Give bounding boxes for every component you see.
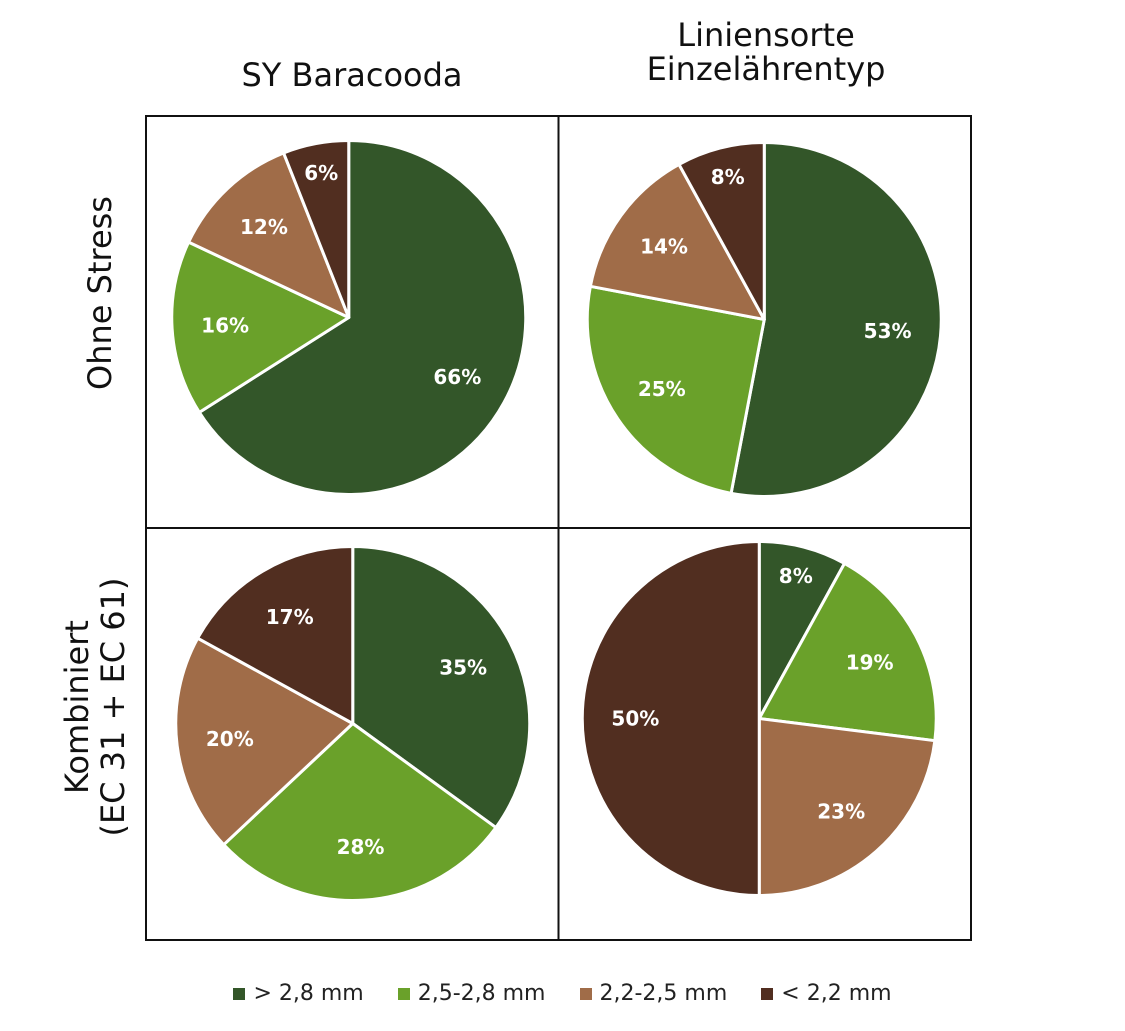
pie-sy-baracooda-ohne-stress: 66% 16% 12% 6% xyxy=(170,139,528,496)
legend-item-lt-2-2: < 2,2 mm xyxy=(761,981,892,1006)
legend: > 2,8 mm 2,5-2,8 mm 2,2-2,5 mm < 2,2 mm xyxy=(0,981,1125,1006)
legend-swatch xyxy=(579,987,592,1000)
pie-data-label: 6% xyxy=(304,161,338,185)
legend-item-gt-2-8: > 2,8 mm xyxy=(233,981,364,1006)
legend-label: < 2,2 mm xyxy=(781,981,892,1006)
pie-data-label: 28% xyxy=(337,835,385,859)
legend-label: 2,5-2,8 mm xyxy=(417,981,546,1006)
pie-liniensorte-kombiniert: 8% 19% 23% 50% xyxy=(580,540,938,897)
pie-slice-2-5-2-8 xyxy=(757,561,938,743)
legend-item-2-2-2-5: 2,2-2,5 mm xyxy=(579,981,728,1006)
pie-data-label: 17% xyxy=(266,605,314,629)
pie-slice-2-2-2-5 xyxy=(588,162,766,321)
row-title-ohne-stress: Ohne Stress xyxy=(81,196,119,390)
pie-grid: 66% 16% 12% 6% 53% 25% 14% 8% 35% 28% 20% 17% 8% 19% 2… xyxy=(145,115,972,941)
pie-slice-gt-2-8 xyxy=(197,139,528,496)
legend-swatch xyxy=(397,987,410,1000)
pie-data-label: 50% xyxy=(611,707,659,731)
row-title-kombiniert: Kombiniert (EC 31 + EC 61) xyxy=(58,577,132,837)
pie-slice-gt-2-8 xyxy=(757,540,847,720)
pie-data-label: 16% xyxy=(201,313,249,337)
pie-slice-lt-2-2 xyxy=(677,141,766,321)
pie-data-label: 19% xyxy=(846,650,894,674)
legend-label: 2,2-2,5 mm xyxy=(599,981,728,1006)
pie-slice-2-5-2-8 xyxy=(585,284,766,495)
pie-data-label: 23% xyxy=(817,799,865,823)
pie-slice-2-5-2-8 xyxy=(222,722,498,902)
pie-data-label: 66% xyxy=(433,365,481,389)
pie-slice-lt-2-2 xyxy=(196,545,355,725)
legend-swatch xyxy=(761,987,774,1000)
pie-slice-lt-2-2 xyxy=(282,139,351,319)
pie-slice-2-2-2-5 xyxy=(174,636,355,847)
column-title-sy-baracooda: SY Baracooda xyxy=(241,56,463,94)
pie-data-label: 25% xyxy=(638,377,686,401)
pie-grid-svg: 66% 16% 12% 6% 53% 25% 14% 8% 35% 28% 20% 17% 8% 19% 2… xyxy=(145,115,972,941)
pie-slice-gt-2-8 xyxy=(351,545,532,830)
pie-slice-2-2-2-5 xyxy=(757,717,937,897)
pie-slice-gt-2-8 xyxy=(729,141,943,498)
pie-data-label: 35% xyxy=(439,655,487,679)
pie-data-label: 14% xyxy=(640,235,688,259)
legend-swatch xyxy=(233,987,246,1000)
pie-slice-2-2-2-5 xyxy=(187,151,351,319)
pie-sy-baracooda-kombiniert: 35% 28% 20% 17% xyxy=(174,545,532,902)
pie-data-label: 53% xyxy=(864,319,912,343)
pie-data-label: 8% xyxy=(779,564,813,588)
legend-item-2-5-2-8: 2,5-2,8 mm xyxy=(397,981,546,1006)
pie-slice-lt-2-2 xyxy=(580,540,761,897)
legend-label: > 2,8 mm xyxy=(253,981,364,1006)
pie-data-label: 20% xyxy=(206,727,254,751)
pie-slice-2-5-2-8 xyxy=(170,240,351,414)
pie-liniensorte-ohne-stress: 53% 25% 14% 8% xyxy=(585,141,943,498)
column-title-liniensorte: Liniensorte Einzelährentyp xyxy=(646,16,886,88)
pie-data-label: 12% xyxy=(240,215,288,239)
pie-data-label: 8% xyxy=(711,165,745,189)
